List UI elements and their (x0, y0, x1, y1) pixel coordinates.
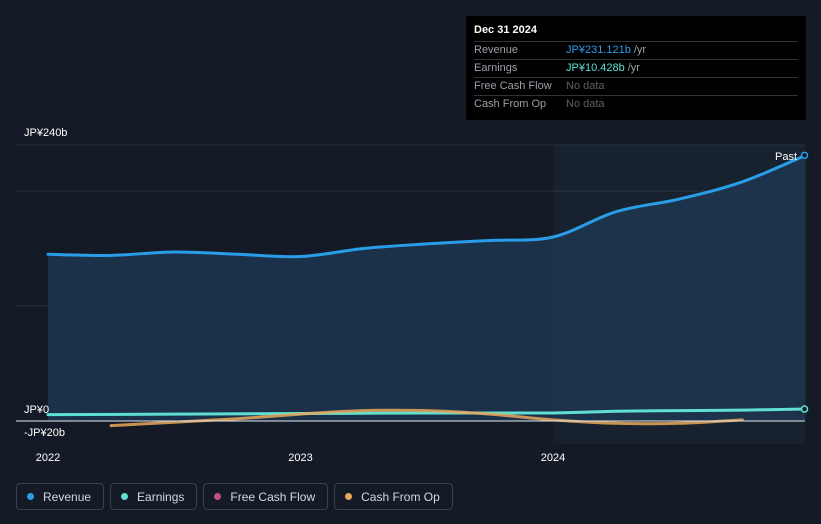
tooltip-row-free-cash-flow: Free Cash Flow No data (474, 77, 798, 95)
tooltip-value: JP¥231.121b (566, 44, 631, 56)
earnings-endpoint (800, 405, 809, 413)
tooltip-label: Free Cash Flow (474, 80, 552, 92)
tooltip-value: JP¥10.428b (566, 62, 625, 74)
tooltip-panel: Dec 31 2024 Revenue JP¥231.121b /yr Earn… (466, 16, 806, 120)
x-tick-label: 2022 (36, 452, 60, 464)
chart-legend: Revenue Earnings Free Cash Flow Cash Fro… (16, 483, 453, 510)
legend-item-revenue[interactable]: Revenue (16, 483, 105, 510)
tooltip-value: No data (566, 98, 605, 110)
legend-label: Cash From Op (361, 489, 440, 504)
legend-dot-icon (121, 493, 129, 500)
legend-label: Free Cash Flow (230, 489, 316, 504)
tooltip-row-earnings: Earnings JP¥10.428b /yr (474, 59, 798, 77)
legend-dot-icon (214, 493, 222, 500)
y-tick-label: JP¥240b (24, 127, 67, 139)
cash-from-op-line (109, 408, 744, 428)
tooltip-value: No data (566, 80, 605, 92)
past-label: Past (775, 151, 797, 163)
legend-item-free-cash-flow[interactable]: Free Cash Flow (203, 483, 329, 510)
y-tick-label: JP¥0 (24, 404, 49, 416)
tooltip-unit: /yr (633, 44, 647, 56)
x-tick-label: 2023 (288, 452, 312, 464)
tooltip-row-revenue: Revenue JP¥231.121b /yr (474, 41, 798, 59)
tooltip-label: Revenue (474, 44, 519, 56)
legend-dot-icon (27, 493, 34, 500)
revenue-endpoint (800, 151, 809, 160)
legend-label: Revenue (43, 489, 92, 504)
legend-dot-icon (345, 493, 353, 500)
tooltip-label: Cash From Op (474, 98, 547, 110)
y-tick-label: -JP¥20b (24, 427, 65, 439)
legend-item-cash-from-op[interactable]: Cash From Op (334, 483, 453, 510)
tooltip-row-cash-from-op: Cash From Op No data (474, 95, 798, 113)
legend-label: Earnings (137, 489, 185, 504)
revenue-area (48, 155, 806, 421)
tooltip-unit: /yr (627, 62, 640, 74)
x-tick-label: 2024 (541, 452, 565, 464)
tooltip-date: Dec 31 2024 (474, 24, 537, 36)
revenue-line (46, 153, 807, 259)
legend-item-earnings[interactable]: Earnings (110, 483, 198, 510)
tooltip-label: Earnings (474, 62, 518, 74)
